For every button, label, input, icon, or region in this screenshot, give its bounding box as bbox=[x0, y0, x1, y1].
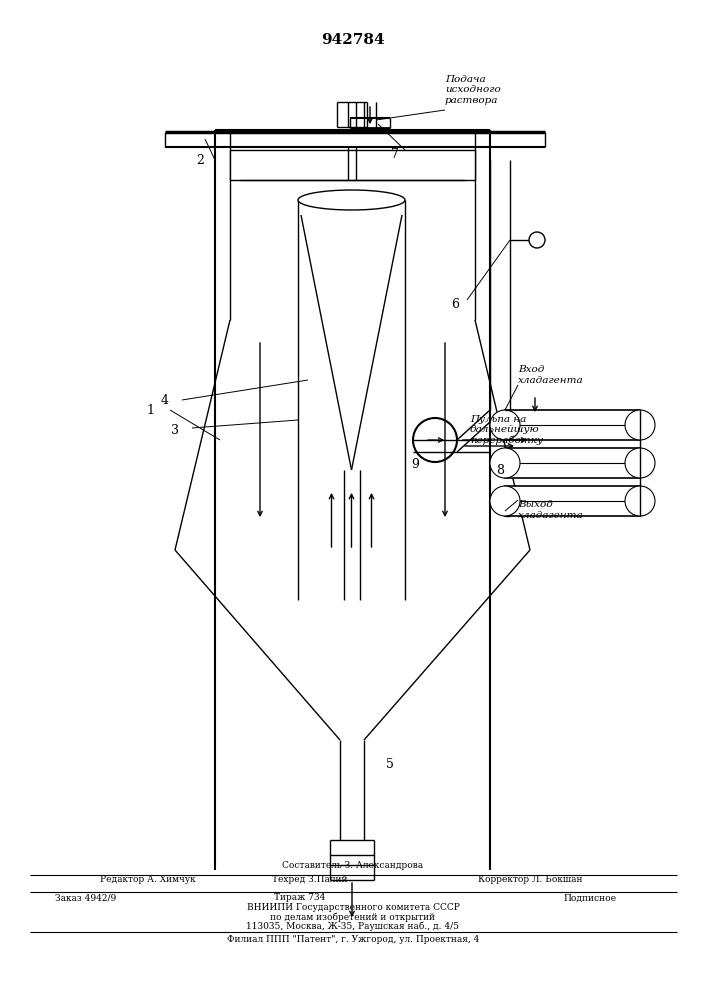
Text: Техред З.Палий: Техред З.Палий bbox=[272, 876, 348, 884]
Text: Составитель З. Александрова: Составитель З. Александрова bbox=[282, 860, 423, 869]
Text: 2: 2 bbox=[196, 153, 204, 166]
Text: 942784: 942784 bbox=[321, 33, 385, 47]
Ellipse shape bbox=[625, 486, 655, 516]
Text: 5: 5 bbox=[386, 758, 394, 772]
Text: Выход
хладагента: Выход хладагента bbox=[518, 500, 583, 520]
Ellipse shape bbox=[413, 418, 457, 462]
Ellipse shape bbox=[490, 410, 520, 440]
Text: 9: 9 bbox=[411, 458, 419, 472]
Text: 4: 4 bbox=[161, 393, 169, 406]
Ellipse shape bbox=[490, 448, 520, 478]
Ellipse shape bbox=[529, 232, 545, 248]
Ellipse shape bbox=[490, 486, 520, 516]
Bar bbox=[505, 486, 640, 516]
Text: 113035, Москва, Ж-35, Раушская наб., д. 4/5: 113035, Москва, Ж-35, Раушская наб., д. … bbox=[247, 921, 460, 931]
Text: 1: 1 bbox=[146, 403, 154, 416]
Text: по делам изобретений и открытий: по делам изобретений и открытий bbox=[271, 912, 436, 922]
Text: Подача
исходного
раствора: Подача исходного раствора bbox=[445, 75, 501, 105]
Text: Заказ 4942/9: Заказ 4942/9 bbox=[55, 894, 116, 902]
Text: Корректор Л. Бокшан: Корректор Л. Бокшан bbox=[478, 876, 583, 884]
Text: ВНИИПИ Государственного комитета СССР: ВНИИПИ Государственного комитета СССР bbox=[247, 904, 460, 912]
Text: Вход
хладагента: Вход хладагента bbox=[518, 365, 583, 385]
Ellipse shape bbox=[298, 190, 405, 210]
Bar bbox=[230, 150, 475, 180]
Bar bbox=[505, 410, 640, 440]
Ellipse shape bbox=[625, 448, 655, 478]
Text: 6: 6 bbox=[451, 298, 459, 312]
Text: Редактор А. Химчук: Редактор А. Химчук bbox=[100, 876, 196, 884]
Bar bbox=[505, 448, 640, 478]
Ellipse shape bbox=[625, 410, 655, 440]
Text: Подписное: Подписное bbox=[563, 894, 617, 902]
Text: Тираж 734: Тираж 734 bbox=[274, 894, 326, 902]
Text: 8: 8 bbox=[496, 464, 504, 477]
Text: 7: 7 bbox=[391, 148, 399, 161]
Text: Пульпа на
дальнейшую
переработку: Пульпа на дальнейшую переработку bbox=[470, 415, 543, 445]
Text: Филиал ППП "Патент", г. Ужгород, ул. Проектная, 4: Филиал ППП "Патент", г. Ужгород, ул. Про… bbox=[227, 934, 479, 944]
Text: 3: 3 bbox=[171, 424, 179, 436]
